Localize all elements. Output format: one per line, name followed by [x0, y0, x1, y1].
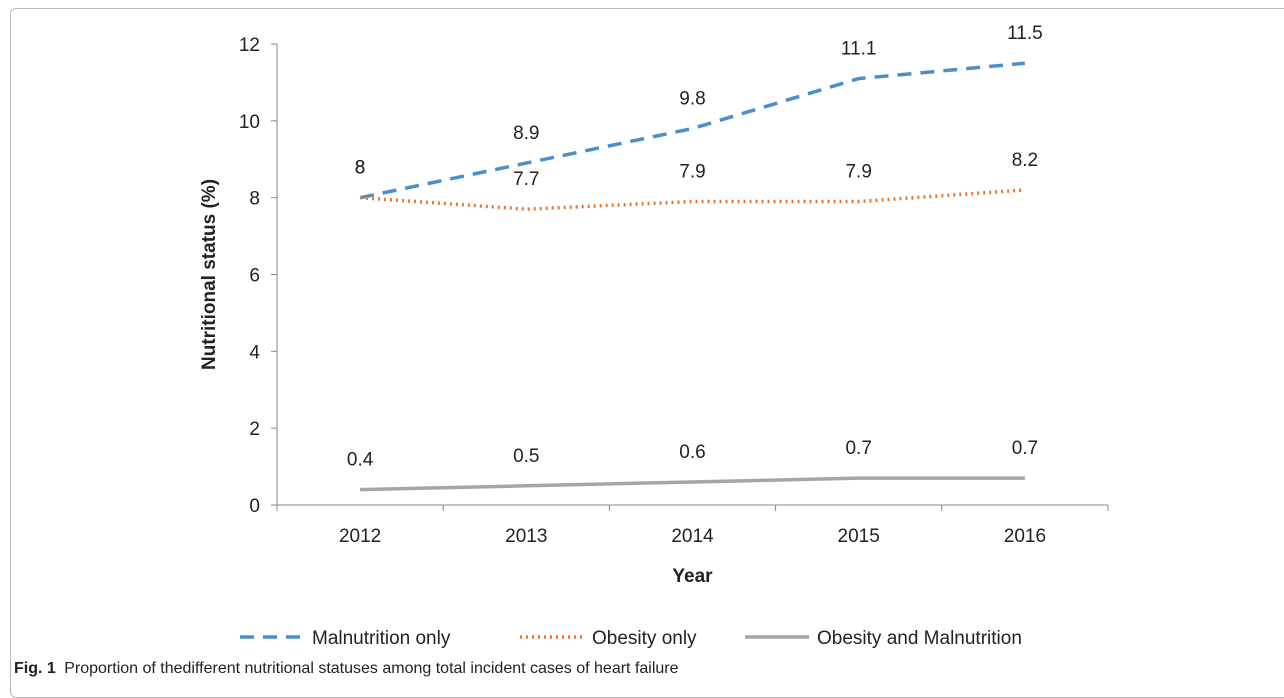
data-label-s3: 0.7 — [1012, 438, 1038, 459]
caption-text: Proportion of thedifferent nutritional s… — [64, 660, 679, 677]
y-tick-label: 10 — [239, 112, 260, 133]
series-line-2 — [359, 188, 1026, 211]
data-label-s3: 0.6 — [679, 442, 705, 463]
data-label-s3: 0.7 — [845, 438, 871, 459]
x-tick-label: 2013 — [505, 526, 547, 547]
data-label-s3: 0.5 — [513, 446, 539, 467]
data-label-s2: 7.7 — [513, 169, 539, 190]
data-label-s1: 11.5 — [1007, 23, 1043, 44]
y-tick-label: 12 — [239, 35, 260, 56]
x-tick-label: 2014 — [671, 526, 714, 547]
x-tick-label: 2012 — [339, 526, 381, 547]
legend-label-3: Obesity and Malnutrition — [817, 628, 1022, 649]
y-tick-label: 8 — [249, 189, 260, 210]
x-tick-label: 2016 — [1004, 526, 1046, 547]
data-label-s2: 7.9 — [679, 162, 705, 183]
data-label-s1: 11.1 — [841, 39, 877, 60]
data-label-s2: 8.2 — [1012, 150, 1038, 171]
x-tick-label: 2015 — [838, 526, 880, 547]
y-tick-label: 0 — [249, 496, 260, 517]
data-label-s2: 8 — [355, 158, 366, 179]
figure-caption: Fig. 1 Proportion of thedifferent nutrit… — [14, 660, 679, 678]
y-axis-title: Nutritional status (%) — [199, 179, 220, 370]
y-tick-label: 2 — [249, 419, 260, 440]
x-axis-title: Year — [672, 566, 713, 587]
data-label-s1: 8 — [355, 158, 366, 179]
series-line-3 — [360, 476, 1025, 492]
data-label-s1: 9.8 — [679, 89, 705, 110]
y-tick-label: 4 — [249, 342, 260, 363]
legend-label-2: Obesity only — [592, 628, 697, 649]
legend-label-1: Malnutrition only — [312, 628, 451, 649]
data-label-s3: 0.4 — [347, 450, 374, 471]
y-tick-label: 6 — [249, 266, 260, 287]
figure-label: Fig. 1 — [14, 660, 56, 677]
line-chart: 0 2 4 6 8 10 12 2012 2013 2014 2015 2016 Year Nutriti… — [199, 23, 1109, 649]
data-label-s1: 8.9 — [513, 123, 539, 144]
data-label-s2: 7.9 — [845, 162, 871, 183]
